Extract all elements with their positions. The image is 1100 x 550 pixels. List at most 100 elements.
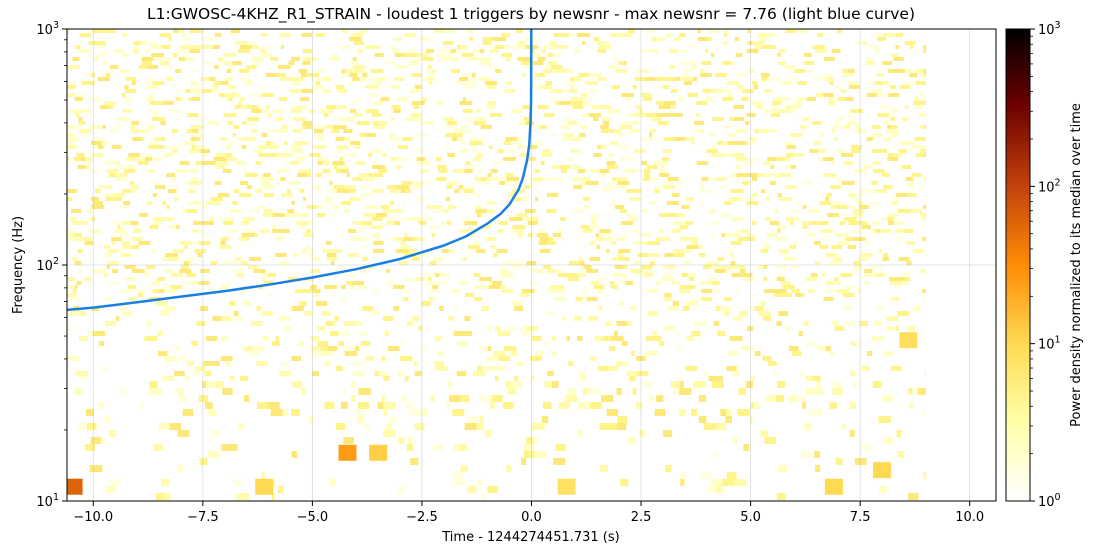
heatmap-cell (846, 113, 852, 117)
heatmap-cell (338, 331, 351, 336)
heatmap-cell (103, 245, 111, 249)
heatmap-cell (551, 351, 557, 356)
heatmap-cell (609, 281, 614, 285)
heatmap-cell (534, 141, 543, 145)
heatmap-cell (177, 465, 183, 472)
heatmap-cell (453, 479, 465, 486)
heatmap-cell (417, 161, 431, 165)
heatmap-cell (922, 297, 926, 301)
heatmap-cell (186, 169, 191, 173)
heatmap-cell (562, 137, 574, 141)
heatmap-cell (279, 97, 288, 101)
heatmap-cell (165, 269, 174, 273)
heatmap-cell (240, 45, 253, 49)
heatmap-cell (532, 437, 540, 444)
heatmap-cell (579, 181, 586, 185)
heatmap-cell (125, 77, 137, 81)
heatmap-cell (923, 45, 926, 49)
heatmap-cell (138, 161, 149, 165)
heatmap-cell (510, 141, 523, 145)
heatmap-cell (763, 277, 768, 281)
heatmap-cell (669, 65, 675, 69)
heatmap-cell (612, 177, 616, 181)
heatmap-cell (857, 201, 864, 205)
heatmap-cell (819, 201, 831, 205)
heatmap-cell (397, 145, 409, 149)
heatmap-cell (113, 49, 125, 53)
heatmap-cell (362, 423, 370, 430)
heatmap-cell (699, 69, 705, 73)
heatmap-cell (104, 101, 116, 105)
heatmap-cell (212, 89, 221, 93)
heatmap-cell (742, 229, 749, 233)
heatmap-cell (859, 189, 871, 193)
heatmap-cell (94, 53, 108, 57)
heatmap-cell (699, 201, 703, 205)
heatmap-cell (516, 29, 523, 33)
heatmap-cell (693, 321, 698, 326)
heatmap-cell (654, 409, 666, 416)
heatmap-cell (828, 101, 836, 105)
heatmap-cell (716, 423, 727, 430)
heatmap-cell (104, 416, 113, 423)
heatmap-cell (77, 165, 86, 169)
heatmap-cell (897, 277, 905, 281)
heatmap-cell (619, 157, 633, 161)
heatmap-cell (218, 93, 225, 97)
heatmap-cell (311, 125, 324, 129)
heatmap-cell (761, 77, 768, 81)
heatmap-cell (621, 361, 630, 366)
heatmap-cell (747, 29, 752, 33)
heatmap-cell (552, 233, 561, 237)
heatmap-cell (79, 129, 92, 133)
heatmap-cell (752, 221, 757, 225)
heatmap-cell (822, 93, 834, 97)
heatmap-cell (708, 209, 717, 213)
heatmap-cell (500, 269, 509, 273)
heatmap-cell (487, 486, 498, 493)
heatmap-cell (617, 416, 628, 423)
heatmap-cell (625, 281, 633, 285)
heatmap-cell (520, 197, 529, 201)
heatmap-cell (160, 311, 170, 316)
heatmap-cell (636, 69, 650, 73)
heatmap-cell (757, 129, 769, 133)
heatmap-cell (175, 169, 187, 173)
heatmap-cell (805, 61, 815, 65)
heatmap-cell (423, 77, 435, 81)
heatmap-cell (425, 69, 432, 73)
heatmap-cell (356, 121, 370, 125)
heatmap-cell (76, 281, 82, 285)
heatmap-cell (194, 366, 206, 371)
heatmap-cell (239, 97, 246, 101)
heatmap-cell (262, 213, 273, 217)
heatmap-cell (888, 93, 900, 97)
heatmap-cell (436, 165, 447, 169)
heatmap-cell (285, 161, 291, 165)
heatmap-cell (105, 73, 111, 77)
heatmap-cell (88, 229, 102, 233)
heatmap-cell (873, 169, 885, 173)
heatmap-cell (482, 41, 492, 45)
heatmap-cell (398, 341, 403, 346)
heatmap-cell (244, 81, 254, 85)
heatmap-cell (835, 233, 849, 237)
heatmap-cell (451, 69, 460, 73)
heatmap-cell (167, 189, 177, 193)
heatmap-cell (640, 265, 653, 269)
colorbar-tick-label-base: 10 (1038, 338, 1055, 353)
heatmap-cell (78, 117, 83, 121)
heatmap-cell (569, 261, 581, 265)
heatmap-cell (815, 93, 823, 97)
heatmap-cell (429, 225, 441, 229)
heatmap-cell (175, 356, 187, 361)
heatmap-cell (329, 213, 334, 217)
heatmap-cell (684, 81, 693, 85)
heatmap-cell (705, 97, 713, 101)
heatmap-cell (735, 157, 747, 161)
heatmap-cell (643, 381, 653, 388)
heatmap-cell (489, 285, 501, 289)
heatmap-cell (691, 241, 698, 245)
heatmap-cell (314, 129, 324, 133)
heatmap-cell (248, 257, 261, 261)
